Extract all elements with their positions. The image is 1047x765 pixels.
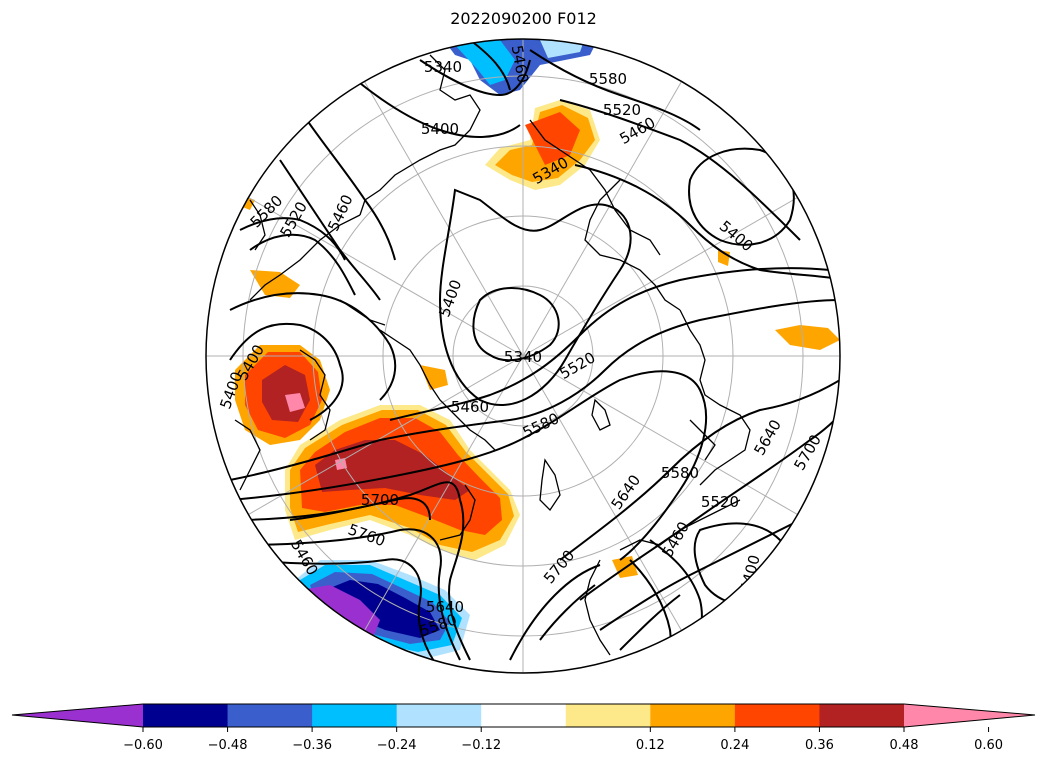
contour-label: 5520 bbox=[603, 101, 641, 119]
colorbar-bin bbox=[227, 704, 313, 727]
colorbar-tick-label: 0.12 bbox=[636, 738, 665, 753]
colorbar-bin bbox=[819, 704, 905, 727]
colorbar-bin bbox=[565, 704, 651, 727]
contour-label: 5400 bbox=[421, 120, 459, 138]
colorbar-ticks: −0.60 −0.48 −0.36 −0.24 −0.12 0.12 0.24 0.36 0.4… bbox=[123, 727, 1003, 753]
colorbar-bins bbox=[143, 704, 905, 727]
contour-label: 5580 bbox=[661, 464, 699, 482]
graticule bbox=[206, 39, 840, 673]
colorbar-tick-label: 0.60 bbox=[974, 738, 1003, 753]
colorbar-tick-label: −0.24 bbox=[377, 738, 417, 753]
colorbar: −0.60 −0.48 −0.36 −0.24 −0.12 0.12 0.24 0.36 0.4… bbox=[11, 703, 1036, 753]
contour-label: 5580 bbox=[589, 70, 627, 88]
colorbar-under-triangle bbox=[12, 704, 143, 727]
colorbar-tick-label: 0.24 bbox=[720, 738, 749, 753]
contour-label: 5340 bbox=[504, 348, 542, 366]
colorbar-bin bbox=[650, 704, 736, 727]
map-title: 2022090200 F012 bbox=[450, 9, 597, 28]
colorbar-over-triangle bbox=[904, 704, 1035, 727]
colorbar-tick-label: −0.60 bbox=[123, 738, 163, 753]
colorbar-tick-label: 0.48 bbox=[890, 738, 919, 753]
map-disc: 5340 5460 5580 5520 5460 5340 5400 5580 … bbox=[206, 39, 840, 673]
contour-label: 5700 bbox=[361, 491, 399, 509]
height-contours bbox=[229, 39, 840, 671]
colorbar-tick-label: 0.36 bbox=[805, 738, 834, 753]
shading-layer bbox=[235, 39, 840, 660]
colorbar-tick-label: −0.36 bbox=[292, 738, 332, 753]
colorbar-bin bbox=[481, 704, 567, 727]
contour-label: 5460 bbox=[451, 398, 489, 416]
contour-label: 5640 bbox=[426, 598, 464, 616]
colorbar-bin bbox=[312, 704, 398, 727]
colorbar-bin bbox=[396, 704, 482, 727]
map-boundary bbox=[205, 38, 841, 674]
contour-label: 5340 bbox=[424, 58, 462, 76]
colorbar-tick-label: −0.12 bbox=[461, 738, 501, 753]
colorbar-bin bbox=[143, 704, 229, 727]
colorbar-bin bbox=[734, 704, 820, 727]
contour-label: 5520 bbox=[701, 493, 739, 511]
colorbar-tick-label: −0.48 bbox=[208, 738, 248, 753]
